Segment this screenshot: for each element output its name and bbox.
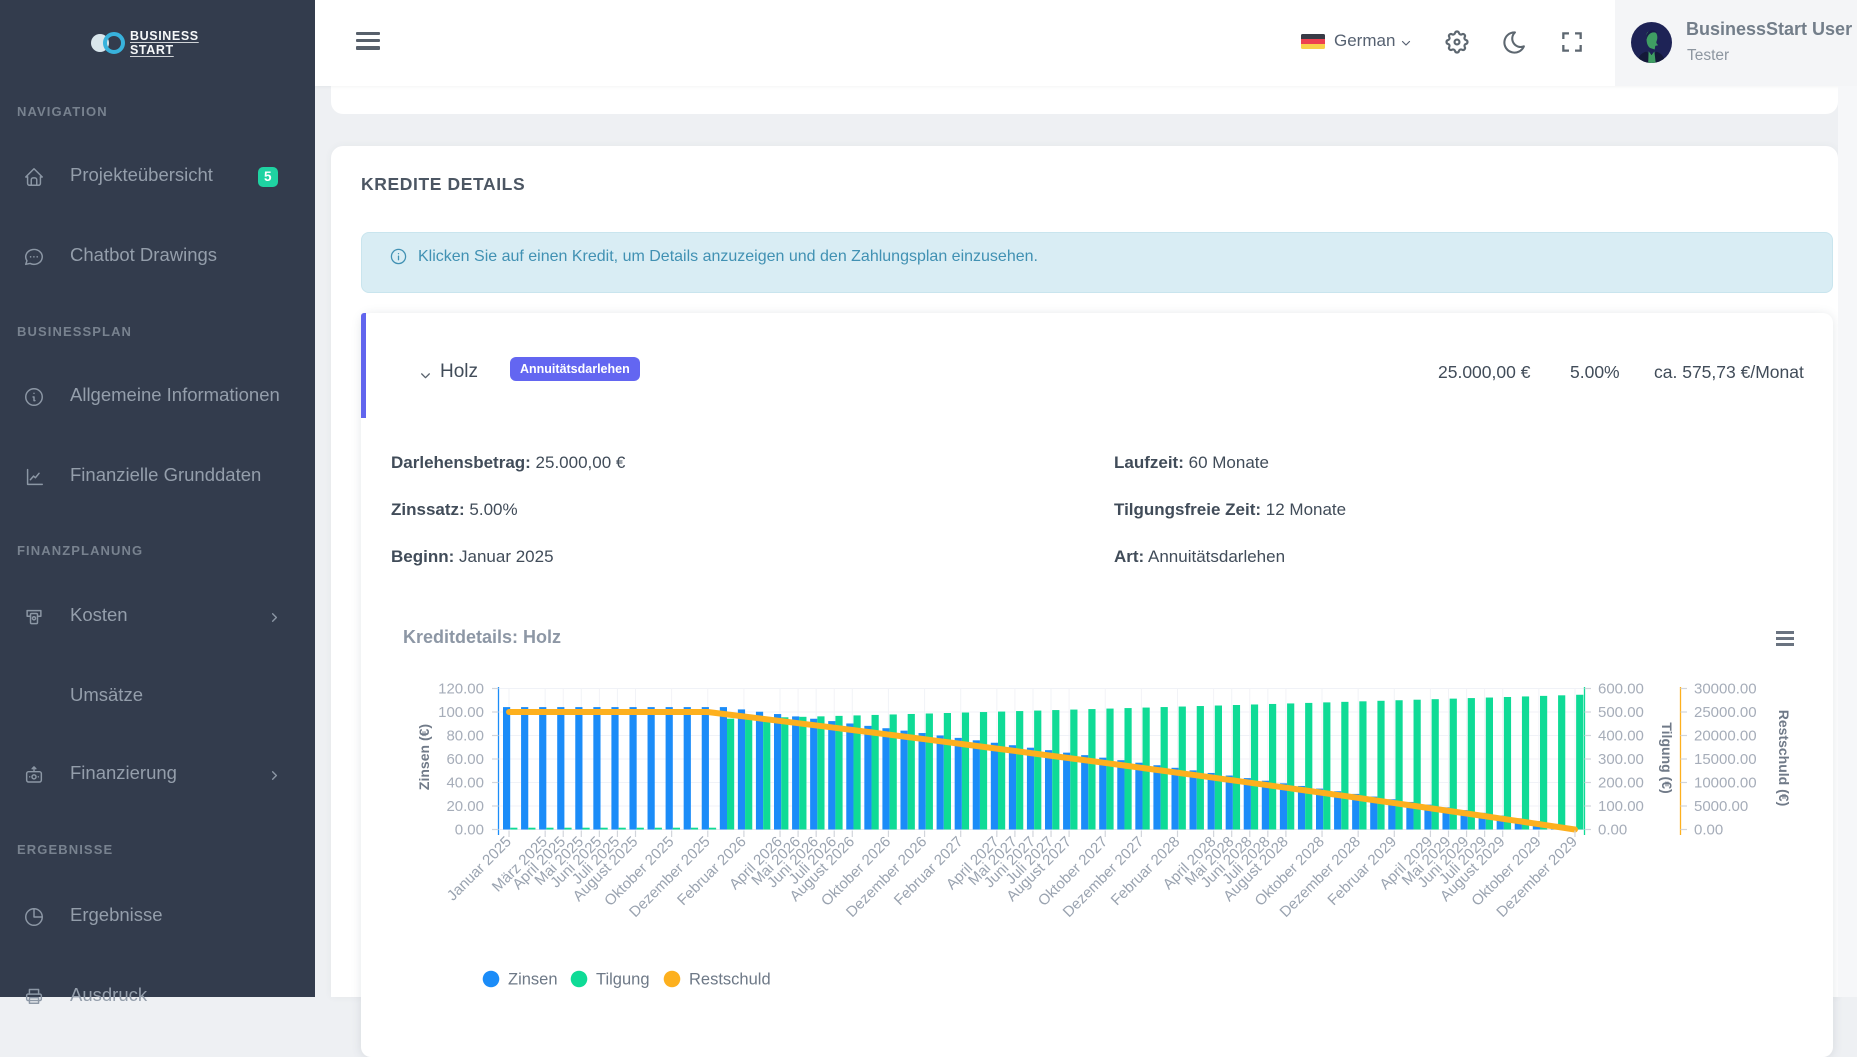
svg-text:20.00: 20.00 (446, 798, 484, 815)
svg-text:500.00: 500.00 (1598, 704, 1644, 721)
svg-text:80.00: 80.00 (446, 728, 484, 745)
svg-text:400.00: 400.00 (1598, 728, 1644, 745)
svg-text:0.00: 0.00 (1694, 822, 1723, 839)
svg-text:20000.00: 20000.00 (1694, 728, 1757, 745)
svg-text:30000.00: 30000.00 (1694, 681, 1757, 698)
svg-text:600.00: 600.00 (1598, 681, 1644, 698)
svg-text:15000.00: 15000.00 (1694, 751, 1757, 768)
svg-text:40.00: 40.00 (446, 775, 484, 792)
svg-text:Restschuld: Restschuld (689, 971, 771, 989)
svg-text:10000.00: 10000.00 (1694, 775, 1757, 792)
svg-text:5000.00: 5000.00 (1694, 798, 1748, 815)
svg-text:0.00: 0.00 (455, 822, 484, 839)
svg-text:Zinsen (€): Zinsen (€) (416, 724, 432, 790)
svg-text:0.00: 0.00 (1598, 822, 1627, 839)
svg-text:60.00: 60.00 (446, 751, 484, 768)
svg-text:100.00: 100.00 (1598, 798, 1644, 815)
svg-text:120.00: 120.00 (438, 681, 484, 698)
svg-text:Zinsen: Zinsen (508, 971, 558, 989)
svg-text:25000.00: 25000.00 (1694, 704, 1757, 721)
svg-text:Tilgung: Tilgung (596, 971, 650, 989)
svg-text:200.00: 200.00 (1598, 775, 1644, 792)
svg-text:Tilgung (€): Tilgung (€) (1659, 722, 1675, 793)
svg-text:300.00: 300.00 (1598, 751, 1644, 768)
svg-text:Restschuld (€): Restschuld (€) (1776, 710, 1792, 806)
svg-text:100.00: 100.00 (438, 704, 484, 721)
